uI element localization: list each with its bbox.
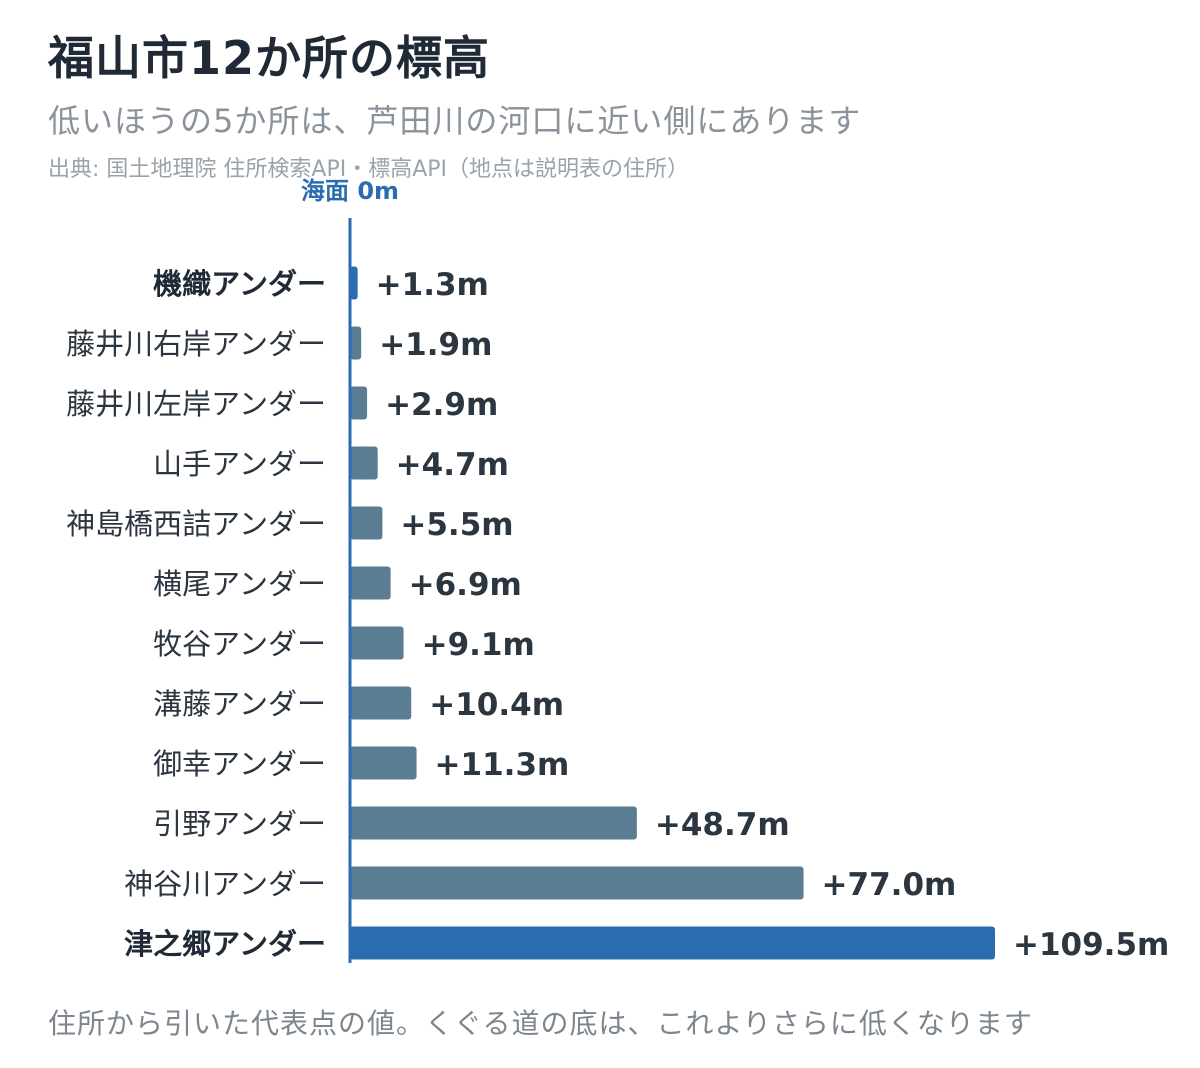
bar: [350, 626, 404, 660]
category-label: 藤井川左岸アンダー: [66, 387, 326, 421]
bar: [350, 686, 412, 720]
value-label: +1.3m: [376, 267, 489, 303]
value-label: +48.7m: [655, 807, 790, 843]
category-label: 御幸アンダー: [153, 747, 326, 781]
bar: [350, 326, 362, 360]
chart-subtitle: 低いほうの5か所は、芦田川の河口に近い側にあります: [48, 102, 862, 140]
category-label: 山手アンダー: [153, 447, 326, 481]
category-label: 機織アンダー: [153, 267, 326, 301]
footnote: 住所から引いた代表点の値。くぐる道の底は、これよりさらに低くなります: [48, 1007, 1033, 1040]
bar: [350, 746, 417, 780]
value-label: +6.9m: [409, 567, 522, 603]
category-label: 溝藤アンダー: [153, 687, 326, 721]
bar: [350, 866, 804, 900]
value-label: +5.5m: [400, 507, 513, 543]
value-label: +4.7m: [396, 447, 509, 483]
category-label: 津之郷アンダー: [124, 927, 326, 961]
category-label: 横尾アンダー: [153, 567, 326, 601]
value-label: +2.9m: [385, 387, 498, 423]
value-label: +77.0m: [822, 867, 957, 903]
bar: [350, 266, 358, 300]
bar: [350, 566, 391, 600]
bar: [350, 926, 995, 960]
category-label: 神島橋西詰アンダー: [66, 507, 326, 541]
bar: [350, 446, 378, 480]
category-label: 牧谷アンダー: [153, 627, 326, 661]
value-label: +11.3m: [435, 747, 570, 783]
bar: [350, 506, 383, 540]
zero-axis-label: 海面 0m: [301, 177, 399, 205]
value-label: +1.9m: [379, 327, 492, 363]
value-label: +9.1m: [422, 627, 535, 663]
chart-title: 福山市12か所の標高: [48, 31, 491, 85]
category-label: 神谷川アンダー: [124, 867, 326, 901]
value-label: +10.4m: [429, 687, 564, 723]
category-label: 藤井川右岸アンダー: [66, 327, 326, 361]
bar: [350, 386, 368, 420]
bar: [350, 806, 637, 840]
category-label: 引野アンダー: [153, 807, 326, 841]
source-note: 出典: 国土地理院 住所検索API・標高API（地点は説明表の住所）: [48, 157, 690, 182]
value-label: +109.5m: [1013, 927, 1169, 963]
